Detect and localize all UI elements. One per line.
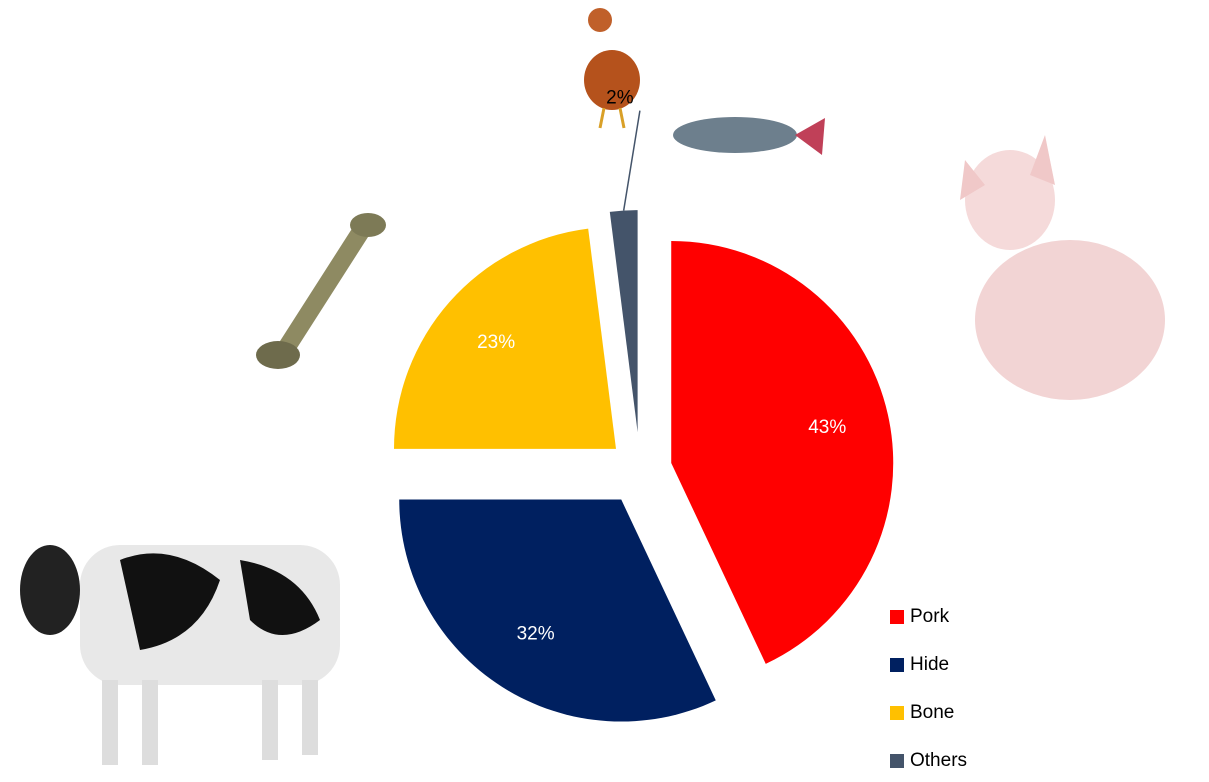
legend-label: Pork	[910, 606, 950, 627]
legend-label: Bone	[910, 702, 954, 723]
data-label: 23%	[477, 332, 515, 353]
legend-swatch	[890, 658, 904, 672]
pie-slice	[393, 228, 616, 449]
data-label: 2%	[606, 88, 634, 109]
data-label: 32%	[517, 624, 555, 645]
chicken-illustration	[584, 8, 640, 129]
bone-illustration	[256, 213, 386, 369]
leader-line	[622, 110, 641, 211]
legend-swatch	[890, 754, 904, 768]
legend-label: Others	[910, 750, 967, 771]
pie-slice	[399, 499, 716, 722]
pie: 43% 32% 23% 2%	[393, 88, 894, 722]
pie-slice	[609, 210, 638, 433]
legend-swatch	[890, 706, 904, 720]
pig-illustration	[960, 135, 1165, 400]
data-label: 43%	[808, 417, 846, 438]
fish-illustration	[673, 117, 825, 155]
legend-label: Hide	[910, 654, 949, 675]
pie-slice	[671, 241, 894, 664]
legend-swatch	[890, 610, 904, 624]
cow-illustration	[20, 545, 340, 765]
legend: Pork Hide Bone Others	[890, 606, 967, 771]
